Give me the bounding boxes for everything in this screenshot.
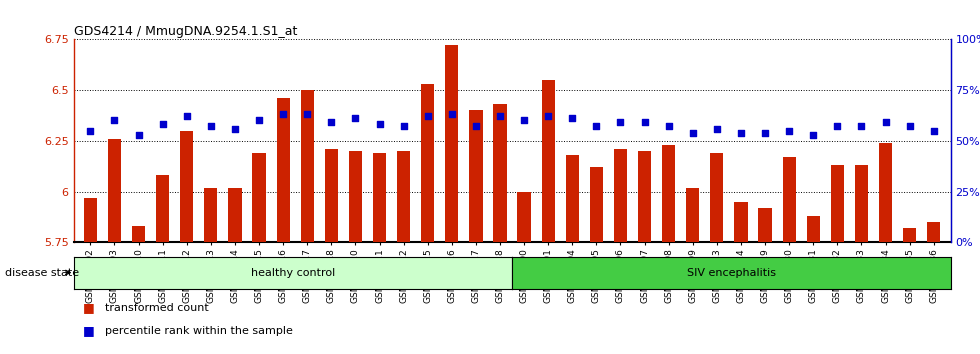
Text: transformed count: transformed count (105, 303, 209, 313)
Bar (782, 157, 796, 242)
Point (130, 132, 146, 137)
Point (227, 126, 243, 131)
Point (829, 124, 845, 129)
Point (758, 130, 773, 136)
Text: SIV encephalitis: SIV encephalitis (687, 268, 776, 278)
Point (371, 122, 387, 127)
Point (203, 124, 219, 129)
Point (82, 128, 98, 133)
Point (107, 118, 122, 123)
Bar (301, 90, 314, 242)
Point (733, 130, 749, 136)
Bar (493, 104, 507, 242)
Bar (542, 80, 555, 242)
Bar (445, 45, 459, 242)
Bar (638, 151, 651, 242)
Bar (324, 149, 338, 242)
Point (902, 124, 917, 129)
Bar (276, 98, 290, 242)
Point (444, 112, 460, 117)
Bar (180, 131, 193, 242)
Point (685, 130, 701, 136)
Point (589, 124, 605, 129)
Point (564, 115, 580, 121)
Point (275, 112, 291, 117)
Point (854, 124, 869, 129)
Bar (108, 139, 122, 242)
Point (348, 115, 364, 121)
Bar (517, 192, 531, 242)
Text: percentile rank within the sample: percentile rank within the sample (105, 326, 293, 336)
Bar (373, 153, 386, 242)
Bar (83, 198, 97, 242)
Point (155, 122, 171, 127)
Bar (710, 153, 723, 242)
Point (806, 132, 821, 137)
Bar (807, 216, 820, 242)
Bar (397, 151, 411, 242)
Point (492, 114, 508, 119)
Point (540, 114, 556, 119)
Point (516, 118, 532, 123)
Point (926, 128, 942, 133)
Text: ■: ■ (83, 325, 95, 337)
Text: disease state: disease state (5, 268, 79, 278)
Point (878, 120, 894, 125)
Point (396, 124, 412, 129)
Point (251, 118, 267, 123)
Point (323, 120, 339, 125)
Point (612, 120, 628, 125)
Bar (421, 84, 434, 242)
Bar (132, 226, 145, 242)
Point (661, 124, 676, 129)
Bar (156, 175, 170, 242)
Bar (686, 188, 700, 242)
Point (179, 114, 195, 119)
Bar (349, 151, 362, 242)
Bar (228, 188, 242, 242)
Bar (759, 208, 771, 242)
Bar (879, 143, 892, 242)
Point (468, 124, 484, 129)
Bar (927, 222, 941, 242)
Bar (662, 145, 675, 242)
Bar (590, 167, 603, 242)
Bar (734, 202, 748, 242)
Bar (903, 228, 916, 242)
Point (419, 114, 435, 119)
Bar (469, 110, 482, 242)
Text: ■: ■ (83, 302, 95, 314)
Bar (831, 165, 844, 242)
Text: GDS4214 / MmugDNA.9254.1.S1_at: GDS4214 / MmugDNA.9254.1.S1_at (74, 25, 297, 38)
Point (637, 120, 653, 125)
Point (709, 126, 724, 131)
Text: healthy control: healthy control (251, 268, 335, 278)
Bar (253, 153, 266, 242)
Bar (613, 149, 627, 242)
Bar (855, 165, 868, 242)
Bar (204, 188, 218, 242)
Point (300, 112, 316, 117)
Point (781, 128, 797, 133)
Bar (565, 155, 579, 242)
